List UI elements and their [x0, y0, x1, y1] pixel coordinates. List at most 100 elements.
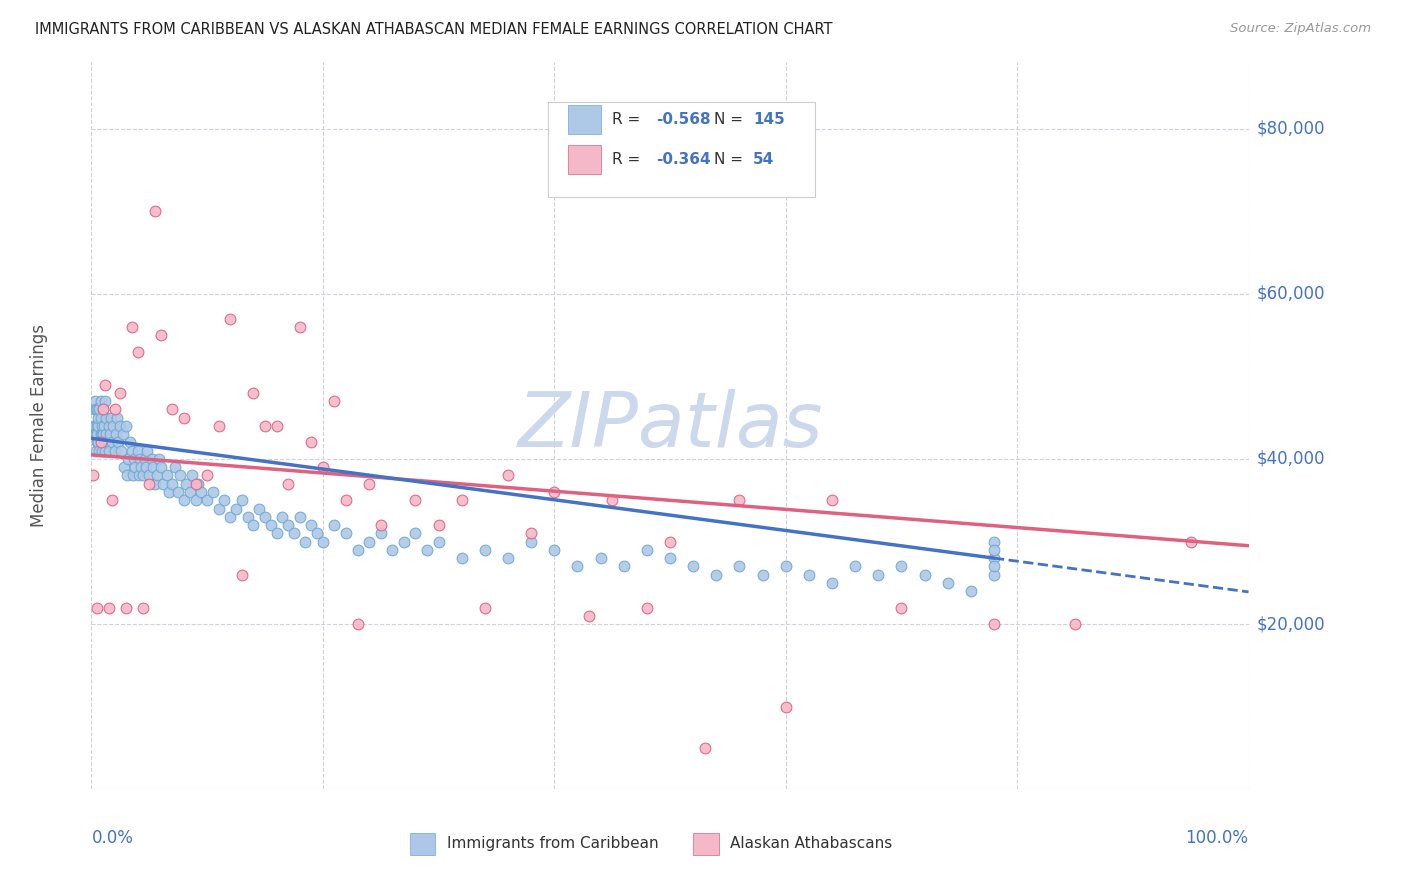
- Point: [195, 468, 218, 483]
- Point: [359, 534, 381, 549]
- Point: [84, 402, 107, 417]
- Point: [520, 526, 543, 541]
- Point: [110, 385, 132, 400]
- Point: [89, 402, 111, 417]
- Point: [89, 443, 111, 458]
- Text: R =: R =: [612, 152, 645, 167]
- Point: [184, 493, 207, 508]
- Point: [404, 526, 426, 541]
- Point: [136, 443, 159, 458]
- Point: [1180, 534, 1202, 549]
- Point: [335, 493, 357, 508]
- Point: [96, 410, 118, 425]
- Point: [97, 443, 120, 458]
- Point: [173, 493, 195, 508]
- Point: [90, 427, 112, 442]
- Point: [143, 204, 166, 219]
- Point: [201, 485, 224, 500]
- Point: [83, 427, 105, 442]
- Point: [346, 617, 368, 632]
- Point: [83, 394, 105, 409]
- Point: [121, 443, 143, 458]
- Text: $60,000: $60,000: [1257, 285, 1326, 302]
- Point: [288, 319, 311, 334]
- Point: [87, 419, 110, 434]
- Point: [299, 435, 322, 450]
- Point: [97, 435, 120, 450]
- Point: [728, 493, 751, 508]
- Point: [728, 559, 751, 574]
- Point: [169, 468, 191, 483]
- Point: [775, 699, 797, 714]
- Text: $80,000: $80,000: [1257, 120, 1326, 137]
- Point: [91, 402, 114, 417]
- Point: [195, 493, 218, 508]
- Point: [138, 476, 160, 491]
- Point: [983, 567, 1005, 582]
- Point: [266, 419, 288, 434]
- Point: [87, 435, 110, 450]
- Point: [416, 542, 439, 557]
- Point: [82, 468, 104, 483]
- Point: [370, 518, 392, 533]
- Point: [117, 452, 139, 467]
- Point: [143, 476, 166, 491]
- Point: [181, 468, 204, 483]
- Point: [231, 567, 253, 582]
- Text: N =: N =: [714, 112, 748, 127]
- Point: [103, 419, 125, 434]
- Point: [983, 534, 1005, 549]
- Point: [110, 419, 132, 434]
- Point: [100, 410, 122, 425]
- Point: [914, 567, 936, 582]
- Point: [83, 419, 105, 434]
- Point: [305, 526, 328, 541]
- Point: [323, 518, 346, 533]
- Point: [242, 385, 264, 400]
- Point: [129, 460, 152, 475]
- Bar: [568, 145, 600, 174]
- Point: [283, 526, 305, 541]
- Point: [127, 443, 149, 458]
- Point: [94, 377, 117, 392]
- Point: [167, 485, 190, 500]
- Point: [86, 427, 108, 442]
- Point: [97, 600, 120, 615]
- Point: [122, 468, 145, 483]
- Point: [427, 518, 450, 533]
- Point: [90, 443, 112, 458]
- Point: [890, 600, 912, 615]
- Point: [149, 328, 172, 343]
- Point: [346, 542, 368, 557]
- Text: R =: R =: [612, 112, 645, 127]
- Point: [266, 526, 288, 541]
- Point: [115, 419, 138, 434]
- Point: [141, 452, 163, 467]
- Point: [277, 476, 299, 491]
- FancyBboxPatch shape: [548, 103, 814, 197]
- Point: [277, 518, 299, 533]
- Point: [162, 476, 184, 491]
- Point: [450, 493, 472, 508]
- Point: [110, 443, 132, 458]
- Point: [93, 435, 115, 450]
- Text: Source: ZipAtlas.com: Source: ZipAtlas.com: [1230, 22, 1371, 36]
- Point: [427, 534, 450, 549]
- Point: [86, 419, 108, 434]
- Point: [128, 468, 150, 483]
- Point: [208, 419, 231, 434]
- Point: [312, 460, 335, 475]
- Point: [589, 551, 612, 566]
- Point: [163, 460, 186, 475]
- Point: [115, 600, 138, 615]
- Point: [821, 493, 844, 508]
- Text: 54: 54: [754, 152, 775, 167]
- Point: [83, 402, 105, 417]
- Point: [155, 468, 177, 483]
- Point: [225, 501, 247, 516]
- Point: [118, 435, 141, 450]
- Text: Alaskan Athabascans: Alaskan Athabascans: [730, 837, 893, 852]
- Point: [496, 551, 519, 566]
- Text: -0.364: -0.364: [657, 152, 710, 167]
- Point: [299, 518, 322, 533]
